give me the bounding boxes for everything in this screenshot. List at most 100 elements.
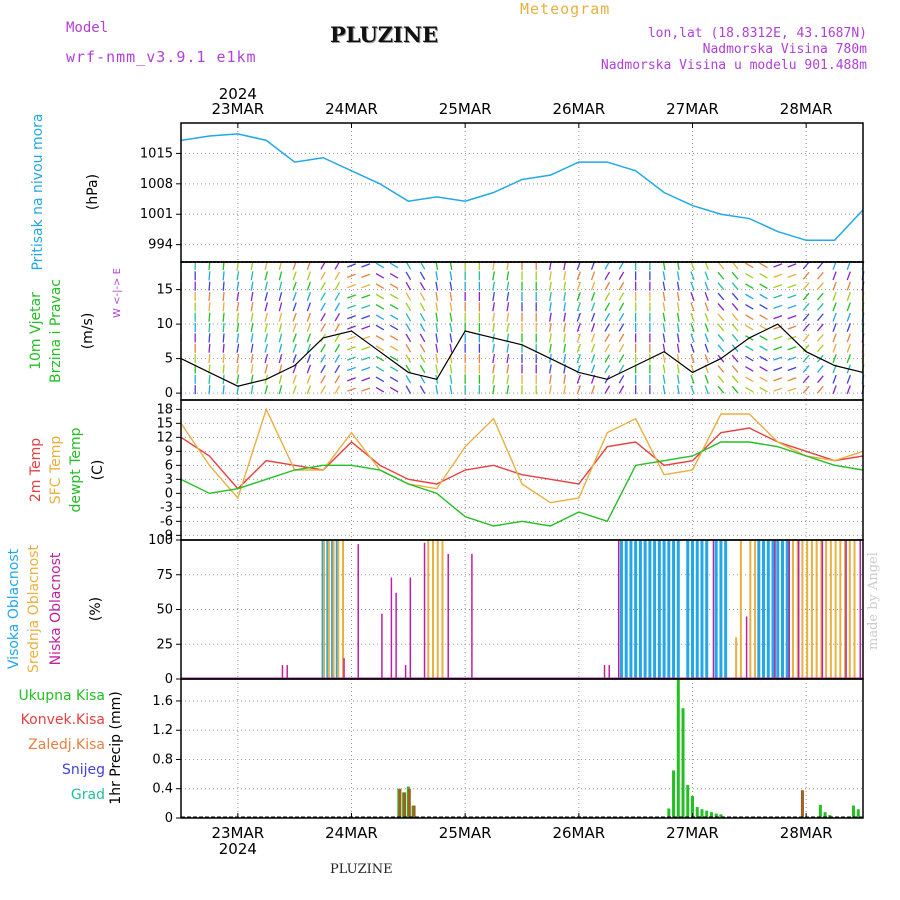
high-cloud-bar: [686, 540, 690, 679]
wind-axis-label: 10m Vjetar: [28, 292, 44, 370]
model-altitude: Nadmorska Visina u modelu 901.488m: [600, 58, 867, 73]
wind-arrow: [292, 343, 297, 353]
wind-arrow: [745, 283, 754, 289]
wind-arrow: [745, 293, 754, 300]
wind-arrow: [292, 333, 297, 343]
wind-arrow: [435, 302, 439, 312]
wind-arrow: [576, 312, 581, 322]
wind-arrow: [492, 364, 496, 374]
wind-arrow: [306, 312, 312, 322]
wind-arrow: [264, 291, 269, 302]
wind-arrow: [618, 354, 625, 363]
wind-arrow: [506, 323, 510, 333]
wind-arrow: [222, 333, 225, 343]
wind-arrow: [208, 343, 211, 353]
wind-arrow: [618, 385, 625, 394]
wind-arrow: [449, 343, 453, 353]
wind-arrow: [347, 315, 356, 320]
x-tick-label-top: 24MAR: [325, 100, 378, 118]
wind-arrow: [676, 385, 680, 395]
wind-arrow: [832, 302, 837, 312]
wind-arrow: [435, 354, 439, 364]
wind-arrow: [618, 271, 625, 281]
wind-arrow: [717, 365, 725, 373]
wind-arrow: [449, 364, 453, 374]
wind-arrow: [731, 292, 739, 301]
wind-arrow: [759, 386, 768, 393]
wind-arrow: [435, 323, 439, 333]
wind-arrow: [292, 312, 297, 322]
wind-arrow: [773, 356, 783, 361]
wind-arrow: [604, 333, 611, 343]
wind-arrow: [563, 354, 567, 364]
mid-cloud-bar: [844, 540, 847, 679]
high-cloud-bar: [719, 540, 723, 679]
wind-arrow: [802, 365, 810, 373]
wind-arrow: [435, 385, 439, 395]
wind-arrow: [347, 335, 356, 341]
y-tick-label: 3: [165, 472, 173, 487]
wind-arrow: [618, 281, 625, 291]
convective-rain-bar: [407, 788, 411, 818]
wind-arrow: [618, 344, 625, 353]
wind-arrow: [435, 271, 439, 281]
wind-arrow: [449, 374, 453, 384]
wind-arrow: [405, 364, 412, 374]
total-rain-bar: [823, 812, 827, 818]
wind-arrow: [208, 291, 211, 302]
model-label: Model: [66, 20, 109, 36]
wind-arrow: [306, 333, 312, 343]
wind-arrow: [208, 302, 211, 312]
dewpt-axis-label: dewpt Temp: [68, 427, 84, 512]
panel-frame: [180, 122, 864, 263]
low-cloud-bar: [395, 592, 397, 679]
high-cloud-bar: [771, 540, 775, 679]
wind-arrow: [773, 304, 783, 309]
wind-arrow: [676, 302, 680, 312]
mid-cloud-bar: [436, 540, 439, 679]
wind-arrow: [208, 281, 211, 291]
wind-arrow: [449, 385, 453, 395]
wind-arrow: [548, 281, 552, 291]
wind-arrow: [802, 282, 810, 291]
wind-arrow: [816, 282, 824, 291]
wind-arrow: [334, 281, 341, 291]
wind-arrow: [802, 334, 810, 342]
wind-arrow: [334, 292, 341, 301]
y-tick-label: 0: [165, 386, 173, 401]
wind-arrow: [604, 292, 611, 301]
wind-arrow: [759, 345, 768, 352]
low-cloud-bar: [404, 665, 407, 679]
wind-arrow: [745, 355, 754, 362]
wind-arrow: [375, 335, 385, 341]
low-cloud-bar: [471, 553, 473, 679]
mid-cloud-bar: [749, 540, 752, 679]
high-cloud-bar: [662, 540, 666, 679]
wind-arrow: [419, 375, 426, 384]
wind-arrow: [563, 343, 567, 353]
wind-arrow: [492, 271, 496, 281]
wind-arrow: [787, 366, 797, 372]
wind-arrow: [449, 323, 453, 333]
wind-arrow: [419, 312, 426, 322]
wind-arrow: [802, 323, 810, 332]
wind-arrow: [292, 302, 297, 312]
high-cloud-bar: [762, 540, 766, 679]
mid-cloud-bar: [342, 540, 345, 679]
wind-arrow: [548, 302, 552, 312]
wind-arrow: [320, 323, 326, 332]
wind-arrow: [492, 302, 496, 312]
wind-arrow: [690, 281, 695, 291]
y-tick-label: 0: [165, 672, 173, 687]
y-tick-label: 1.6: [152, 694, 173, 709]
low-cloud-bar: [774, 540, 776, 679]
wind-arrow: [717, 261, 725, 270]
wind-arrow: [832, 354, 837, 364]
wind-arrow: [405, 375, 412, 384]
wind-arrow: [264, 302, 269, 312]
y-tick-label: 1.2: [152, 723, 173, 738]
convective-rain-bar: [412, 805, 416, 818]
wind-arrow: [264, 271, 269, 281]
wind-arrow: [435, 281, 439, 291]
wind-arrow: [361, 356, 371, 361]
